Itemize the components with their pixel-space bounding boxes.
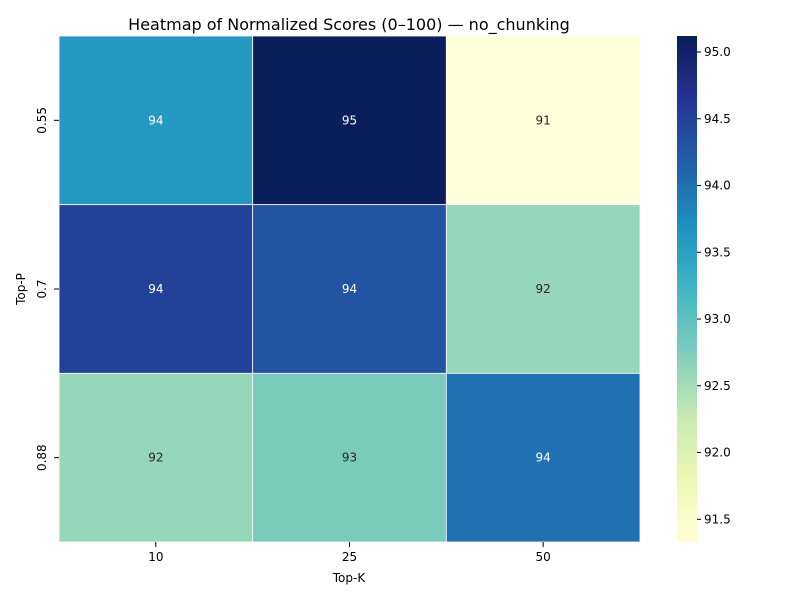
y-tick-label: 0.55 bbox=[35, 107, 49, 134]
cell-value-label: 94 bbox=[148, 113, 163, 127]
heatmap-cell bbox=[252, 204, 447, 374]
x-tick-label: 25 bbox=[342, 550, 357, 564]
heatmap-cell bbox=[252, 35, 447, 206]
cell-value-label: 95 bbox=[342, 113, 357, 127]
y-axis-label: Top-P bbox=[14, 273, 28, 306]
heatmap-cell bbox=[445, 35, 641, 206]
colorbar-tick-label: 93.5 bbox=[704, 245, 731, 259]
colorbar-tick-label: 93.0 bbox=[704, 312, 731, 326]
heatmap-cells bbox=[58, 35, 641, 543]
heatmap-cell-labels: 94 95 91 94 94 92 92 93 94 bbox=[148, 113, 551, 464]
chart-title: Heatmap of Normalized Scores (0–100) — n… bbox=[128, 15, 570, 35]
cell-value-label: 93 bbox=[342, 451, 357, 465]
cell-value-label: 92 bbox=[536, 282, 551, 296]
heatmap-cell bbox=[58, 204, 254, 374]
colorbar-tick-label: 94.5 bbox=[704, 112, 731, 126]
colorbar bbox=[677, 36, 697, 542]
colorbar-tick-label: 94.0 bbox=[704, 179, 731, 193]
y-tick-label: 0.88 bbox=[35, 444, 49, 471]
x-axis-label: Top-K bbox=[332, 571, 367, 585]
heatmap-cell bbox=[58, 372, 254, 543]
y-tick-label: 0.7 bbox=[35, 279, 49, 298]
x-tick-label: 10 bbox=[148, 550, 163, 564]
cell-value-label: 94 bbox=[148, 282, 163, 296]
x-axis-ticks: 10 25 50 bbox=[148, 542, 551, 564]
cell-value-label: 92 bbox=[148, 451, 163, 465]
cell-value-label: 91 bbox=[536, 113, 551, 127]
y-axis-ticks: 0.55 0.7 0.88 bbox=[35, 107, 59, 471]
colorbar-ticks: 91.5 92.0 92.5 93.0 93.5 94.0 94.5 95.0 bbox=[697, 45, 731, 526]
colorbar-tick-label: 91.5 bbox=[704, 512, 731, 526]
colorbar-tick-label: 92.5 bbox=[704, 379, 731, 393]
x-tick-label: 50 bbox=[536, 550, 551, 564]
colorbar-tick-label: 92.0 bbox=[704, 446, 731, 460]
heatmap-cell bbox=[58, 35, 254, 206]
cell-value-label: 94 bbox=[536, 451, 551, 465]
heatmap-cell bbox=[445, 204, 641, 374]
cell-value-label: 94 bbox=[342, 282, 357, 296]
colorbar-tick-label: 95.0 bbox=[704, 45, 731, 59]
heatmap-cell bbox=[252, 372, 447, 543]
